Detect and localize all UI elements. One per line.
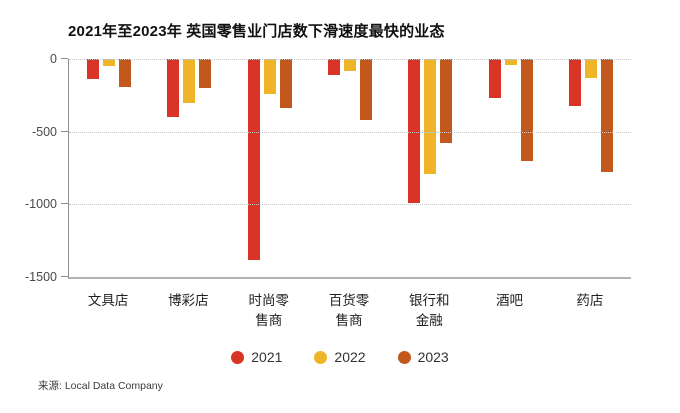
y-axis-tick (61, 276, 68, 277)
plot-area: 0 -500 -1000 -1500 (25, 52, 631, 284)
bar-2021 (247, 59, 260, 260)
y-axis-label: -1000 (25, 197, 57, 212)
x-axis: 文具店 博彩店 时尚零售商 百货零售商 银行和金融 酒吧 药店 (68, 291, 630, 330)
legend-item-2023: 2023 (397, 349, 449, 365)
x-axis-label: 博彩店 (168, 293, 209, 308)
bar-2021 (167, 59, 180, 118)
y-axis-label: -1500 (25, 270, 57, 284)
legend-item-2021: 2021 (231, 349, 282, 365)
y-axis-tick (61, 203, 68, 205)
x-axis-label: 百货零售商 (328, 293, 370, 328)
bar-2022 (103, 59, 116, 67)
bar-group (551, 59, 631, 277)
x-axis-label: 酒吧 (496, 293, 524, 308)
legend-label: 2022 (334, 349, 366, 365)
bar-group (470, 59, 550, 277)
legend-swatch-icon (397, 350, 411, 364)
bar-group (310, 59, 390, 277)
legend: 2021 2022 2023 (0, 349, 680, 365)
gridline (69, 59, 631, 60)
bar-group (230, 59, 310, 277)
bar-2023 (600, 59, 613, 173)
bar-group (69, 59, 149, 277)
bar-group (390, 59, 470, 277)
legend-label: 2021 (251, 349, 283, 365)
legend-swatch-icon (231, 350, 245, 364)
legend-item-2022: 2022 (314, 349, 366, 365)
bar-2023 (199, 59, 212, 89)
bar-2022 (343, 59, 356, 71)
chart-title: 2021年至2023年 英国零售业门店数下滑速度最快的业态 (68, 23, 445, 40)
y-axis-tick (61, 130, 68, 132)
y-axis-tick (61, 58, 68, 59)
bar-2023 (520, 59, 533, 161)
y-axis-label: 0 (50, 52, 57, 66)
bar-2021 (87, 59, 100, 80)
x-axis-label: 药店 (576, 293, 604, 308)
bar-2021 (327, 59, 340, 75)
bar-2022 (263, 59, 276, 94)
bar-2021 (568, 59, 581, 106)
bar-2021 (408, 59, 421, 203)
x-axis-label: 银行和金融 (409, 293, 450, 328)
x-axis-label: 文具店 (87, 293, 129, 308)
bar-2023 (279, 59, 292, 109)
bar-2021 (488, 59, 501, 99)
bar-2023 (440, 59, 453, 144)
bar-2023 (119, 59, 132, 87)
y-axis-label: -500 (31, 124, 57, 139)
legend-label: 2023 (417, 349, 449, 365)
gridline (69, 131, 631, 133)
bar-2022 (504, 59, 517, 65)
bar-2023 (359, 59, 372, 121)
bar-groups (69, 59, 631, 277)
x-axis-label: 时尚零售商 (248, 293, 289, 328)
bar-group (149, 59, 229, 277)
legend-swatch-icon (314, 350, 328, 364)
bar-2022 (584, 59, 597, 78)
source-credit: 来源: Local Data Company (38, 380, 163, 392)
bar-2022 (183, 59, 196, 103)
bar-2022 (424, 59, 437, 174)
gridline (69, 204, 631, 206)
